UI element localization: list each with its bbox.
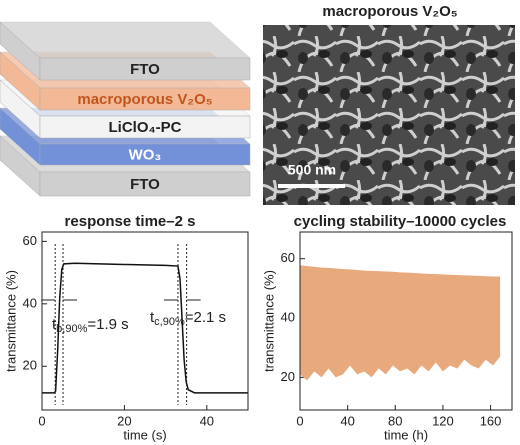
x-tick-label: 0 xyxy=(296,413,303,428)
annotation-t: t xyxy=(150,309,155,326)
x-tick-label: 80 xyxy=(388,413,402,428)
plot-frame xyxy=(41,231,249,411)
layer-stack: FTO WO₃ LiClO₄-PC macroporous V₂O₅ FTO xyxy=(0,21,251,197)
annotation-text: =2.1 s xyxy=(185,309,226,326)
layer-front xyxy=(39,57,251,81)
layer-top xyxy=(0,21,251,59)
layer-label: LiClO₄-PC xyxy=(109,119,182,136)
layer-label: FTO xyxy=(130,176,160,193)
layer-front xyxy=(39,115,251,139)
scale-label: 500 nm xyxy=(288,162,336,178)
image-title: macroporous V₂O₅ xyxy=(322,3,457,20)
sem-image xyxy=(263,25,515,205)
x-tick-label: 20 xyxy=(117,413,131,428)
annotation-t: t xyxy=(52,316,57,333)
range-area xyxy=(300,265,501,381)
annotation-text: =1.9 s xyxy=(87,316,128,333)
annotation-sub: c,90% xyxy=(154,316,185,328)
y-tick-label: 40 xyxy=(23,295,37,310)
layer-label: FTO xyxy=(130,61,160,78)
y-axis-label: transmittance (%) xyxy=(3,270,18,372)
y-tick-label: 20 xyxy=(23,358,37,373)
annotation-sub: b,90% xyxy=(56,323,87,335)
y-tick-label: 60 xyxy=(281,250,295,265)
x-axis-label: time (h) xyxy=(384,427,428,442)
x-tick-label: 120 xyxy=(432,413,454,428)
x-axis-label: time (s) xyxy=(123,427,166,442)
x-tick-label: 0 xyxy=(38,413,45,428)
x-tick-label: 40 xyxy=(340,413,354,428)
y-tick-label: 60 xyxy=(23,233,37,248)
x-tick-label: 160 xyxy=(480,413,502,428)
layer-front xyxy=(39,171,251,197)
line xyxy=(42,262,248,394)
y-axis-label: transmittance (%) xyxy=(261,270,276,372)
layer-label: macroporous V₂O₅ xyxy=(77,91,212,108)
layer-label: WO₃ xyxy=(129,146,162,163)
x-tick-label: 40 xyxy=(200,413,214,428)
y-tick-label: 20 xyxy=(281,369,295,384)
annotation: tb,90%=1.9 s xyxy=(52,316,129,335)
layer-front xyxy=(39,87,251,111)
layer-front xyxy=(39,143,251,166)
chart-title: response time–2 s xyxy=(65,213,196,230)
chart-title: cycling stability–10000 cycles xyxy=(294,213,507,230)
annotation: tc,90%=2.1 s xyxy=(150,309,226,328)
y-tick-label: 40 xyxy=(281,309,295,324)
plot-frame xyxy=(299,231,513,411)
